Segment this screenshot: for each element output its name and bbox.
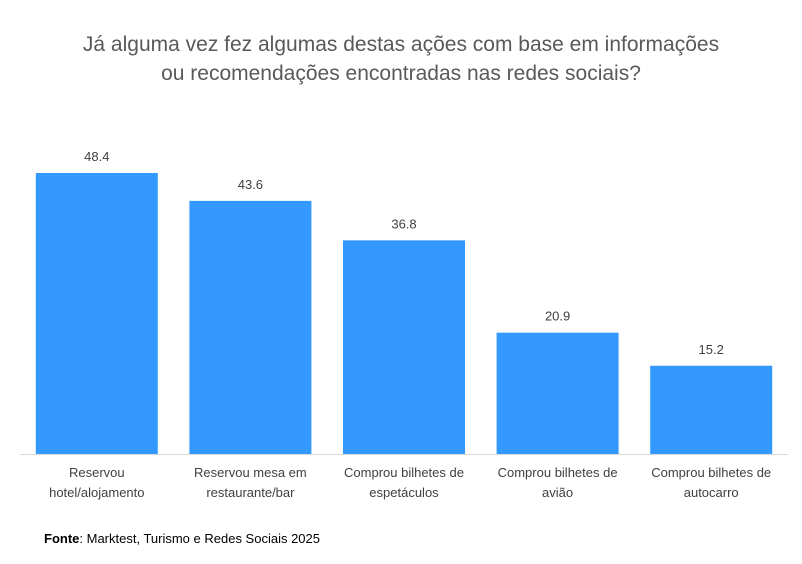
bar-4	[650, 365, 773, 454]
category-label-0-0: Reservou	[69, 465, 125, 480]
category-label-4-0: Comprou bilhetes de	[651, 465, 771, 480]
category-label-3-1: avião	[542, 485, 573, 500]
category-label-2-0: Comprou bilhetes de	[344, 465, 464, 480]
chart-title: Já alguma vez fez algumas destas ações c…	[0, 30, 802, 88]
bar-0	[35, 173, 158, 454]
bar-1	[189, 200, 312, 454]
data-label-2: 36.8	[391, 216, 416, 231]
category-label-2-1: espetáculos	[369, 485, 439, 500]
category-label-3-0: Comprou bilhetes de	[498, 465, 618, 480]
bar-2	[343, 240, 465, 454]
category-label-1-1: restaurante/bar	[206, 485, 295, 500]
source-label: Fonte	[44, 531, 80, 546]
category-label-0-1: hotel/alojamento	[49, 485, 144, 500]
data-label-1: 43.6	[238, 177, 263, 192]
category-label-4-1: autocarro	[684, 485, 739, 500]
source-note: Fonte: Marktest, Turismo e Redes Sociais…	[44, 531, 320, 546]
data-label-3: 20.9	[545, 309, 570, 324]
bar-3	[496, 332, 619, 454]
chart-title-line-2: ou recomendações encontradas nas redes s…	[161, 62, 641, 85]
category-label-1-0: Reservou mesa em	[194, 465, 307, 480]
source-text: : Marktest, Turismo e Redes Sociais 2025	[79, 531, 320, 546]
chart-title-line-1: Já alguma vez fez algumas destas ações c…	[82, 33, 720, 56]
data-label-0: 48.4	[84, 149, 109, 164]
data-label-4: 15.2	[699, 342, 724, 357]
